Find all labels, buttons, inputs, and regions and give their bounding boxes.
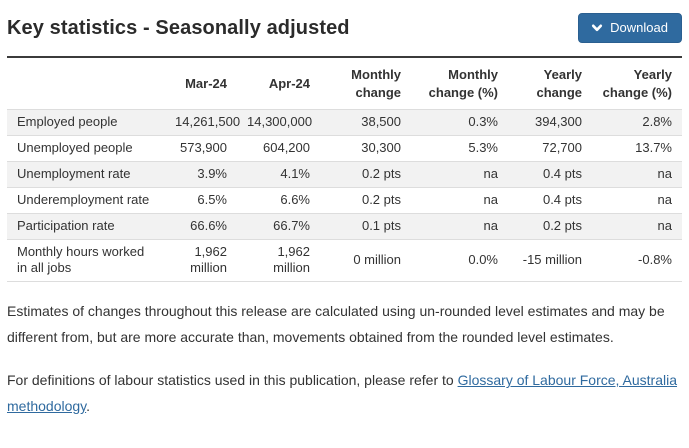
column-header-yearly-change: Yearly change bbox=[508, 58, 592, 110]
column-header-monthly-change-pct: Monthly change (%) bbox=[411, 58, 508, 110]
cell-value: 66.7% bbox=[273, 217, 310, 233]
column-header-monthly-change: Monthly change bbox=[320, 58, 411, 110]
cell-value: 0 million bbox=[353, 251, 401, 267]
row-label: Employed people bbox=[17, 114, 118, 130]
cell-value: 604,200 bbox=[263, 139, 310, 155]
column-header-yearly-change-pct: Yearly change (%) bbox=[592, 58, 682, 110]
cell-value: 0.2 pts bbox=[361, 165, 401, 181]
row-label: Monthly hours worked in all jobs bbox=[17, 243, 145, 276]
cell-value: 0.2 pts bbox=[361, 191, 401, 207]
cell-value: 0.2 pts bbox=[542, 217, 582, 233]
cell-value: 4.1% bbox=[280, 165, 310, 181]
cell-value: na bbox=[657, 165, 672, 181]
cell-value: 3.9% bbox=[197, 165, 227, 181]
row-label: Unemployment rate bbox=[17, 165, 131, 181]
column-header-mar-24: Mar-24 bbox=[165, 58, 237, 110]
cell-value: 14,261,500 bbox=[175, 114, 241, 130]
table-row-participation-rate: Participation rate 66.6% 66.7% 0.1 pts n… bbox=[7, 213, 682, 240]
definitions-note: For definitions of labour statistics use… bbox=[7, 368, 682, 420]
row-label: Unemployed people bbox=[17, 139, 133, 155]
download-button[interactable]: Download bbox=[578, 13, 682, 43]
cell-value: na bbox=[483, 217, 498, 233]
cell-value: 6.6% bbox=[280, 191, 310, 207]
row-label: Participation rate bbox=[17, 217, 115, 233]
cell-value: 394,300 bbox=[535, 114, 582, 130]
cell-value: na bbox=[483, 165, 498, 181]
definitions-note-text: For definitions of labour statistics use… bbox=[7, 372, 458, 389]
table-row-unemployment-rate: Unemployment rate 3.9% 4.1% 0.2 pts na 0… bbox=[7, 161, 682, 188]
table-header: Mar-24 Apr-24 Monthly change Monthly cha… bbox=[7, 58, 682, 110]
cell-value: 72,700 bbox=[542, 139, 582, 155]
download-button-label: Download bbox=[610, 20, 668, 35]
row-label: Underemployment rate bbox=[17, 191, 150, 207]
cell-value: 2.8% bbox=[642, 114, 672, 130]
key-statistics-table: Mar-24 Apr-24 Monthly change Monthly cha… bbox=[7, 58, 682, 283]
glossary-methodology-link[interactable]: Glossary of Labour Force, Australia meth… bbox=[7, 372, 678, 414]
page-header: Key statistics - Seasonally adjusted Dow… bbox=[7, 13, 682, 58]
cell-value: na bbox=[483, 191, 498, 207]
page-title: Key statistics - Seasonally adjusted bbox=[7, 16, 350, 39]
table-row-monthly-hours-worked: Monthly hours worked in all jobs 1,962 m… bbox=[7, 239, 682, 282]
cell-value: 14,300,000 bbox=[247, 114, 313, 130]
cell-value: 13.7% bbox=[635, 139, 672, 155]
column-header-empty bbox=[7, 58, 165, 110]
cell-value: -0.8% bbox=[638, 251, 672, 267]
column-header-apr-24: Apr-24 bbox=[237, 58, 320, 110]
table-row-employed-people: Employed people 14,261,500 14,300,000 38… bbox=[7, 109, 682, 136]
cell-value: 0.3% bbox=[468, 114, 498, 130]
cell-value: 1,962 million bbox=[273, 243, 310, 276]
table-row-unemployed-people: Unemployed people 573,900 604,200 30,300… bbox=[7, 135, 682, 161]
cell-value: 5.3% bbox=[468, 139, 498, 155]
cell-value: 30,300 bbox=[361, 139, 401, 155]
cell-value: 66.6% bbox=[190, 217, 227, 233]
estimates-note: Estimates of changes throughout this rel… bbox=[7, 303, 665, 346]
cell-value: na bbox=[657, 191, 672, 207]
cell-value: na bbox=[657, 217, 672, 233]
cell-value: 1,962 million bbox=[190, 243, 227, 276]
cell-value: 6.5% bbox=[197, 191, 227, 207]
cell-value: 0.0% bbox=[468, 251, 498, 267]
cell-value: 0.4 pts bbox=[542, 165, 582, 181]
chevron-down-icon bbox=[591, 22, 603, 34]
cell-value: 0.1 pts bbox=[361, 217, 401, 233]
footnotes: Estimates of changes throughout this rel… bbox=[7, 299, 682, 420]
table-row-underemployment-rate: Underemployment rate 6.5% 6.6% 0.2 pts n… bbox=[7, 187, 682, 213]
definitions-note-period: . bbox=[86, 398, 91, 414]
table-body: Employed people 14,261,500 14,300,000 38… bbox=[7, 109, 682, 282]
table-header-row: Mar-24 Apr-24 Monthly change Monthly cha… bbox=[7, 58, 682, 110]
cell-value: 38,500 bbox=[361, 114, 401, 130]
cell-value: -15 million bbox=[522, 251, 582, 267]
cell-value: 0.4 pts bbox=[542, 191, 582, 207]
cell-value: 573,900 bbox=[180, 139, 227, 155]
